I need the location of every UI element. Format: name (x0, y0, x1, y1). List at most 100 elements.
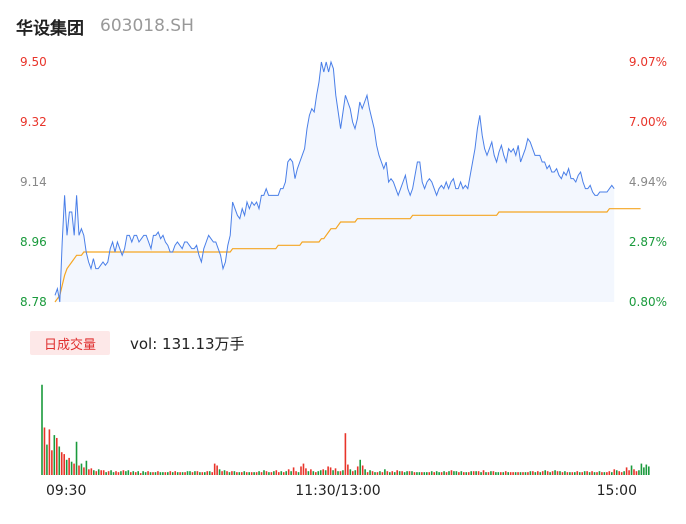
volume-bar (137, 471, 139, 475)
volume-bar (248, 472, 250, 475)
volume-bar (297, 472, 300, 475)
volume-bar (223, 470, 226, 475)
volume-bar (643, 467, 645, 475)
time-tick-label: 09:30 (46, 483, 86, 499)
volume-bar (216, 465, 218, 475)
volume-bar (423, 472, 426, 475)
volume-bar (196, 471, 199, 475)
volume-bar (517, 472, 519, 475)
volume-bar (56, 437, 58, 475)
volume-bar (157, 471, 159, 475)
volume-bar (379, 471, 381, 475)
volume-bar (122, 470, 125, 475)
volume-bar (477, 471, 480, 475)
time-tick-label: 11:30/13:00 (295, 483, 380, 499)
volume-bar (51, 450, 53, 475)
volume-bar (149, 472, 152, 475)
volume-bar (147, 471, 149, 475)
volume-bar (440, 472, 443, 475)
stock-name: 华设集团 (16, 18, 84, 39)
volume-bar (578, 472, 581, 475)
volume-bar (167, 472, 169, 475)
volume-bar (258, 471, 260, 475)
volume-bar (613, 469, 616, 475)
volume-bar (620, 472, 623, 475)
volume-bar (152, 472, 154, 475)
volume-bar (428, 472, 431, 475)
volume-bar (120, 471, 122, 475)
volume-bar (310, 469, 312, 475)
volume-bar (356, 466, 359, 475)
volume-bar (583, 471, 586, 475)
volume-bar (623, 471, 625, 475)
volume-bar (174, 471, 176, 475)
volume-bar (453, 471, 455, 475)
volume-bar (566, 472, 569, 475)
volume-bar (534, 472, 537, 475)
average-price-line (54, 208, 641, 303)
volume-bar (490, 471, 492, 475)
volume-bar (307, 471, 310, 475)
volume-bars-group (41, 384, 650, 475)
volume-bar (507, 472, 509, 475)
volume-bar (48, 429, 51, 475)
percent-tick-label: 2.87% (629, 235, 667, 249)
volume-bar (90, 468, 93, 475)
volume-bar (110, 470, 112, 475)
volume-bar (176, 472, 179, 475)
stock-header: 华设集团 603018.SH (16, 14, 194, 39)
volume-bar (295, 471, 297, 475)
volume-bar (83, 467, 85, 475)
volume-bar (75, 441, 78, 475)
volume-bar (305, 468, 307, 475)
volume-bar (492, 471, 495, 475)
volume-bar (179, 472, 181, 475)
volume-bar (485, 472, 487, 475)
volume-bar (559, 471, 561, 475)
volume-bar (144, 472, 147, 475)
volume-bar (502, 472, 505, 475)
volume-bar (458, 472, 460, 475)
volume-bar (433, 472, 435, 475)
volume-bar (339, 471, 342, 475)
price-tick-label: 8.96 (20, 235, 47, 249)
volume-bar (80, 463, 83, 475)
volume-bar (337, 471, 339, 475)
volume-bar (342, 470, 344, 475)
volume-bar (603, 472, 606, 475)
volume-bar (218, 469, 221, 475)
time-tick-label: 15:00 (597, 483, 637, 499)
volume-bar (95, 471, 98, 475)
volume-bar (65, 459, 68, 475)
volume-bar (569, 472, 571, 475)
volume-bar (601, 472, 603, 475)
volume-bar (107, 471, 110, 475)
volume-bar (611, 472, 613, 475)
volume-bar (127, 470, 130, 475)
volume-bar (315, 472, 317, 475)
volume-bar (245, 472, 248, 475)
volume-bar (250, 472, 253, 475)
volume-bar (618, 471, 620, 475)
percent-tick-label: 0.80% (629, 295, 667, 309)
volume-value: vol: 131.13万手 (130, 335, 245, 353)
volume-bar (352, 471, 354, 475)
volume-bar (384, 469, 386, 475)
volume-bar (112, 472, 115, 475)
volume-bar (334, 468, 337, 475)
volume-bar (588, 472, 591, 475)
volume-bar (43, 427, 46, 475)
volume-bar (628, 470, 630, 475)
volume-bar (554, 470, 556, 475)
volume-bar (537, 471, 539, 475)
volume-bar (472, 471, 475, 475)
volume-bar (181, 472, 184, 475)
volume-bar (512, 472, 514, 475)
volume-bar (455, 471, 458, 475)
volume-bar (539, 472, 542, 475)
volume-bar (495, 472, 497, 475)
volume-bar (426, 472, 428, 475)
volume-bar (443, 471, 445, 475)
volume-bar (606, 472, 608, 475)
volume-bar (53, 435, 56, 475)
